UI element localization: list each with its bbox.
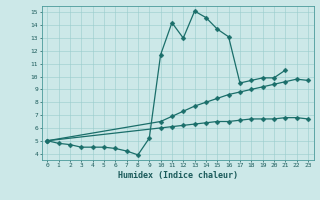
X-axis label: Humidex (Indice chaleur): Humidex (Indice chaleur) [118,171,237,180]
